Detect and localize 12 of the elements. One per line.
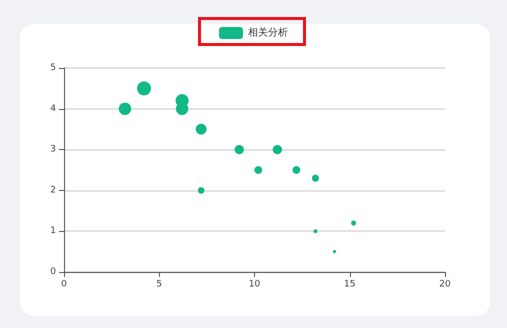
x-tick-label: 5 (156, 280, 162, 290)
legend-label: 相关分析 (248, 26, 288, 38)
y-tick-label: 4 (50, 104, 56, 114)
y-tick-label: 5 (50, 63, 56, 73)
x-tick-label: 10 (248, 280, 260, 290)
y-tick-label: 3 (50, 144, 56, 155)
x-tick-label: 15 (344, 280, 356, 290)
x-tick-label: 20 (439, 280, 451, 290)
y-tick-label: 0 (50, 267, 56, 277)
y-tick-label: 1 (50, 226, 56, 236)
x-tick-label: 0 (61, 280, 68, 290)
y-tick-label: 2 (50, 185, 56, 196)
